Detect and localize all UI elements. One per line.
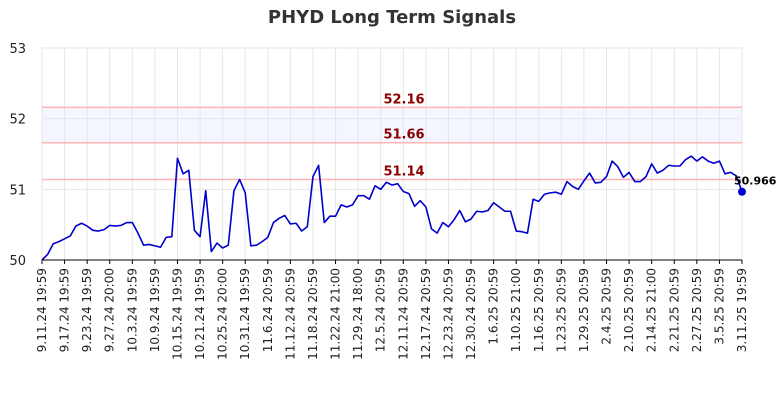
x-tick-label: 12.30.24 20:59 (464, 268, 478, 360)
x-tick-label: 10.15.24 19:59 (170, 268, 184, 360)
x-tick-label: 10.9.24 19:59 (148, 268, 162, 352)
x-tick-label: 9.17.24 19:59 (58, 268, 72, 352)
reference-line-label: 51.66 (383, 128, 424, 143)
y-tick-label: 50 (9, 254, 26, 269)
x-tick-label: 11.29.24 18:00 (351, 268, 365, 360)
series-layer: 50.966 (41, 155, 777, 261)
signal-band (42, 107, 742, 143)
reference-line-label: 52.16 (383, 92, 424, 107)
x-tick-label: 1.23.25 20:59 (554, 268, 568, 352)
grid-layer (41, 47, 743, 261)
x-tick-label: 11.18.24 20:59 (306, 268, 320, 360)
x-tick-label: 1.16.25 20:59 (532, 268, 546, 352)
x-tick-label: 11.6.24 20:59 (261, 268, 275, 352)
y-tick-label: 51 (9, 183, 26, 198)
x-tick-label: 1.29.25 20:59 (577, 268, 591, 352)
x-tick-label: 1.10.25 21:00 (509, 268, 523, 352)
x-tick-label: 3.5.25 20:59 (712, 268, 726, 345)
reference-line-label: 51.14 (383, 164, 424, 179)
x-tick-label: 2.21.25 20:59 (667, 268, 681, 352)
x-tick-label: 9.11.24 19:59 (35, 268, 49, 352)
x-tick-label: 10.31.24 19:59 (238, 268, 252, 360)
x-tick-label: 10.25.24 20:00 (216, 268, 230, 360)
x-tick-label: 2.4.25 20:59 (600, 268, 614, 345)
axis-layer: 50 51 52 53 9.11.24 19:59 9.17.24 19:59 9.23.2… (9, 42, 749, 360)
y-tick-label: 53 (9, 42, 26, 57)
x-tick-label: 2.10.25 20:59 (622, 268, 636, 352)
y-tick-label: 52 (9, 113, 26, 128)
x-tick-label: 12.11.24 20:59 (396, 268, 410, 360)
x-tick-label: 9.23.24 19:59 (80, 268, 94, 352)
x-tick-label: 11.12.24 20:59 (283, 268, 297, 360)
x-tick-label: 12.23.24 20:59 (441, 268, 455, 360)
signal-band-layer (42, 107, 742, 143)
x-tick-label: 3.11.25 19:59 (735, 268, 749, 352)
chart-title: PHYD Long Term Signals (267, 7, 517, 28)
x-tick-label: 2.27.25 20:59 (690, 268, 704, 352)
x-tick-label: 1.6.25 20:59 (487, 268, 501, 345)
x-tick-label: 2.14.25 21:00 (645, 268, 659, 352)
x-tick-label: 10.3.24 19:59 (125, 268, 139, 352)
x-tick-label: 12.17.24 20:59 (419, 268, 433, 360)
x-tick-label: 9.27.24 20:00 (103, 268, 117, 352)
reference-lines-layer: 52.16 51.66 51.14 (42, 92, 742, 181)
price-series-line (41, 155, 743, 261)
last-point-marker (738, 187, 746, 196)
x-tick-label: 11.22.24 21:00 (329, 268, 343, 360)
x-tick-label: 12.5.24 20:59 (374, 268, 388, 352)
last-value-label: 50.966 (734, 175, 777, 188)
x-tick-label: 10.21.24 19:59 (193, 268, 207, 360)
